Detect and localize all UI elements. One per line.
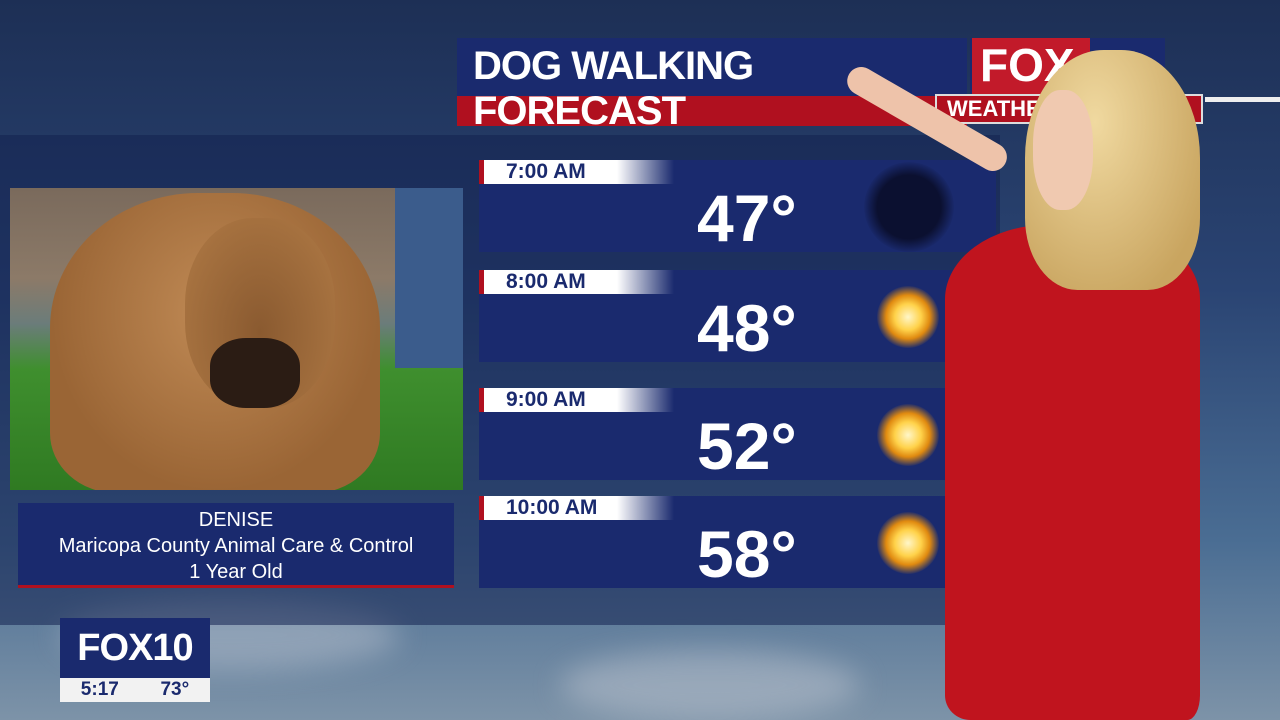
presenter-dress [945, 225, 1200, 720]
cloud [560, 650, 860, 720]
forecast-row: 8:00 AM 48° [479, 270, 996, 365]
title-banner: DOG WALKING FORECAST [457, 38, 967, 133]
forecast-time: 7:00 AM [479, 160, 674, 184]
forecast-time: 9:00 AM [479, 388, 674, 412]
person-legs [395, 188, 463, 368]
dog-caption: DENISE Maricopa County Animal Care & Con… [18, 503, 454, 588]
dog-snout [210, 338, 300, 408]
dog-age: 1 Year Old [189, 561, 283, 583]
forecast-row: 10:00 AM 58° [479, 496, 996, 591]
weather-presenter [842, 50, 1210, 720]
sun-icon [877, 404, 939, 466]
current-time: 5:17 [80, 679, 119, 700]
divider [1205, 97, 1280, 102]
fox-logo-text: FOX [972, 38, 1090, 94]
forecast-row: 9:00 AM 52° [479, 388, 996, 483]
forecast-row: 7:00 AM 47° [479, 160, 996, 255]
forecast-temp: 48° [697, 291, 797, 365]
sun-icon [877, 286, 939, 348]
dog-name: DENISE [198, 509, 274, 531]
forecast-time: 10:00 AM [479, 496, 674, 520]
forecast-temp: 52° [697, 409, 797, 483]
forecast-time: 8:00 AM [479, 270, 674, 294]
station-bug: FOX10 5:17 73° [60, 618, 210, 702]
current-temp: 73° [160, 679, 190, 700]
sun-icon [877, 512, 939, 574]
presenter-face [1033, 90, 1093, 210]
dog-photo [10, 188, 463, 490]
fox-weather-logo: FOX [970, 38, 1165, 94]
dog-shelter: Maricopa County Animal Care & Control [58, 535, 414, 557]
station-logo: FOX10 [60, 618, 210, 678]
clear-night-icon [864, 162, 954, 252]
forecast-temp: 47° [697, 181, 797, 255]
forecast-temp: 58° [697, 517, 797, 591]
